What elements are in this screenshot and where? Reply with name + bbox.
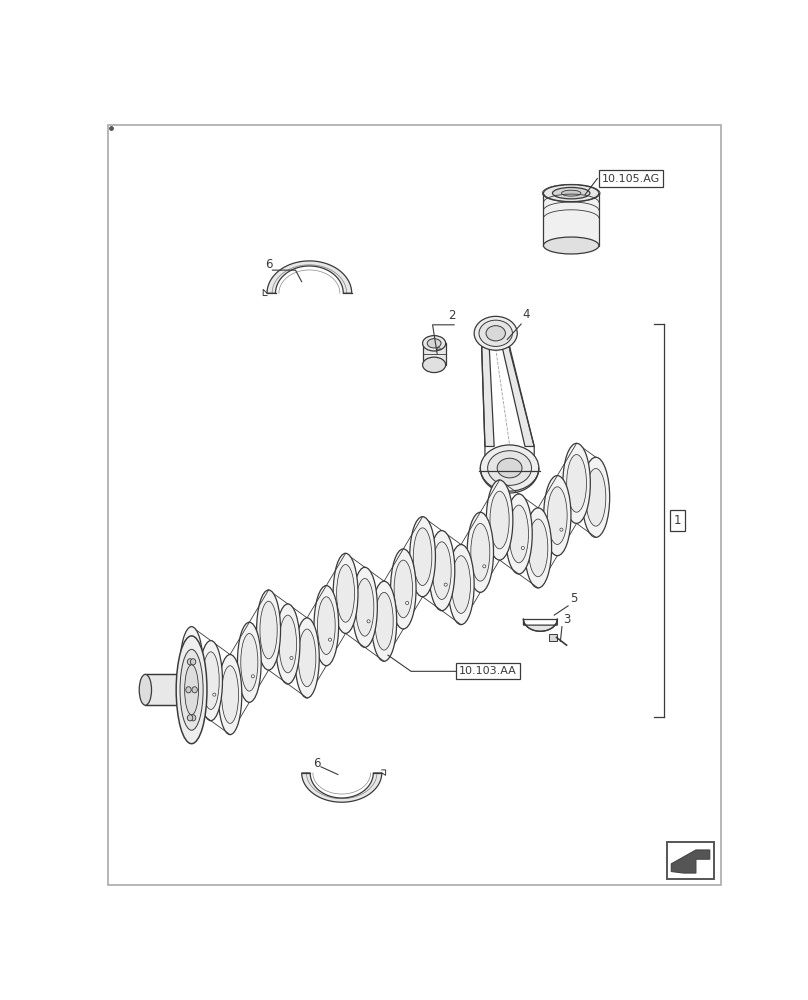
- Ellipse shape: [356, 578, 374, 636]
- Ellipse shape: [524, 508, 552, 588]
- Ellipse shape: [423, 336, 446, 351]
- Text: 6: 6: [314, 757, 321, 770]
- Ellipse shape: [333, 553, 358, 633]
- Ellipse shape: [544, 185, 599, 202]
- Ellipse shape: [185, 665, 199, 715]
- Ellipse shape: [544, 476, 571, 556]
- Ellipse shape: [560, 528, 563, 531]
- Ellipse shape: [444, 583, 448, 586]
- Text: 10.105.AG: 10.105.AG: [602, 174, 660, 184]
- Ellipse shape: [251, 675, 255, 678]
- Ellipse shape: [318, 597, 335, 654]
- Ellipse shape: [241, 633, 258, 691]
- Ellipse shape: [566, 455, 587, 512]
- Ellipse shape: [486, 326, 506, 341]
- Ellipse shape: [544, 237, 599, 254]
- Ellipse shape: [390, 549, 416, 629]
- Ellipse shape: [490, 491, 509, 549]
- Ellipse shape: [488, 451, 532, 485]
- Ellipse shape: [486, 480, 513, 560]
- Polygon shape: [524, 619, 558, 631]
- Ellipse shape: [295, 618, 319, 698]
- Text: 2: 2: [448, 309, 456, 322]
- Text: 1: 1: [674, 514, 681, 527]
- Text: 5: 5: [570, 592, 578, 605]
- Ellipse shape: [298, 629, 316, 687]
- Ellipse shape: [429, 531, 455, 611]
- Ellipse shape: [221, 666, 238, 723]
- Ellipse shape: [279, 615, 297, 673]
- Ellipse shape: [427, 339, 441, 348]
- Ellipse shape: [414, 528, 431, 586]
- Ellipse shape: [437, 348, 440, 350]
- Text: 10.103.AA: 10.103.AA: [459, 666, 516, 676]
- Ellipse shape: [337, 565, 355, 622]
- Ellipse shape: [375, 592, 393, 650]
- Ellipse shape: [192, 687, 197, 693]
- Ellipse shape: [474, 316, 517, 350]
- Ellipse shape: [367, 620, 370, 623]
- Ellipse shape: [139, 674, 152, 705]
- Ellipse shape: [471, 523, 490, 581]
- Text: 3: 3: [563, 613, 571, 626]
- Ellipse shape: [372, 581, 397, 661]
- Ellipse shape: [180, 627, 203, 707]
- Polygon shape: [301, 773, 381, 802]
- Ellipse shape: [528, 519, 548, 577]
- Ellipse shape: [257, 590, 280, 670]
- Ellipse shape: [497, 458, 522, 478]
- Ellipse shape: [423, 357, 446, 373]
- FancyBboxPatch shape: [667, 842, 714, 879]
- Ellipse shape: [329, 638, 331, 641]
- Ellipse shape: [394, 560, 413, 618]
- Ellipse shape: [276, 604, 300, 684]
- Ellipse shape: [553, 187, 590, 199]
- FancyBboxPatch shape: [549, 634, 557, 641]
- Polygon shape: [671, 850, 709, 873]
- Ellipse shape: [314, 586, 339, 666]
- Ellipse shape: [505, 494, 532, 574]
- Ellipse shape: [352, 567, 377, 647]
- Ellipse shape: [200, 641, 222, 721]
- FancyBboxPatch shape: [423, 343, 446, 365]
- Polygon shape: [482, 347, 534, 446]
- Ellipse shape: [218, 655, 242, 735]
- Ellipse shape: [548, 487, 567, 544]
- Ellipse shape: [480, 445, 539, 491]
- Ellipse shape: [406, 601, 409, 605]
- Ellipse shape: [187, 659, 193, 665]
- Ellipse shape: [260, 601, 277, 659]
- Ellipse shape: [482, 565, 486, 568]
- FancyBboxPatch shape: [145, 674, 191, 705]
- Ellipse shape: [432, 542, 451, 599]
- Ellipse shape: [509, 505, 528, 563]
- Ellipse shape: [467, 512, 494, 592]
- Ellipse shape: [187, 715, 193, 721]
- Ellipse shape: [479, 320, 512, 346]
- Ellipse shape: [191, 659, 196, 665]
- Ellipse shape: [582, 457, 610, 537]
- Ellipse shape: [238, 622, 261, 702]
- Ellipse shape: [584, 461, 608, 534]
- FancyBboxPatch shape: [544, 193, 599, 246]
- Polygon shape: [267, 261, 351, 293]
- Ellipse shape: [521, 546, 524, 550]
- Ellipse shape: [410, 517, 436, 597]
- Text: 4: 4: [523, 308, 530, 321]
- Ellipse shape: [448, 545, 474, 625]
- Ellipse shape: [562, 190, 581, 196]
- Ellipse shape: [203, 652, 219, 709]
- Ellipse shape: [563, 443, 591, 523]
- Ellipse shape: [213, 693, 216, 696]
- Ellipse shape: [186, 687, 191, 693]
- Ellipse shape: [586, 468, 606, 526]
- Text: 6: 6: [265, 258, 272, 271]
- Ellipse shape: [452, 556, 470, 613]
- Ellipse shape: [290, 656, 293, 660]
- Ellipse shape: [191, 715, 196, 721]
- Ellipse shape: [176, 636, 207, 744]
- Ellipse shape: [183, 638, 200, 696]
- Ellipse shape: [180, 649, 203, 730]
